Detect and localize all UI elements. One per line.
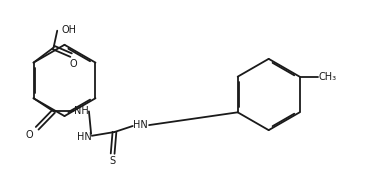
Text: HN: HN — [133, 119, 148, 129]
Text: NH: NH — [74, 106, 88, 116]
Text: HN: HN — [77, 132, 92, 142]
Text: OH: OH — [61, 25, 76, 35]
Text: O: O — [26, 130, 34, 140]
Text: S: S — [109, 156, 116, 166]
Text: CH₃: CH₃ — [319, 72, 337, 82]
Text: O: O — [69, 59, 77, 69]
